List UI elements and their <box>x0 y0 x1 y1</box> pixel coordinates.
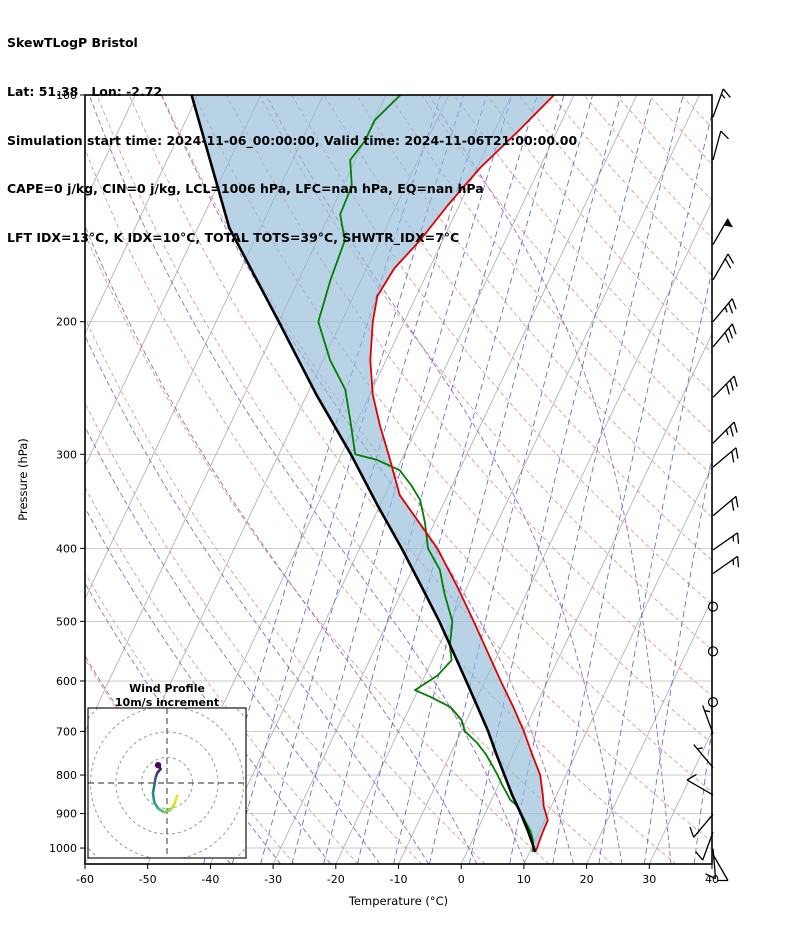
chart-location: Lat: 51.38 Lon: -2.72 <box>7 84 163 100</box>
chart-title: SkewTLogP Bristol <box>7 35 138 51</box>
parcel-curve <box>190 95 537 853</box>
y-tick-label: 800 <box>56 769 77 782</box>
hodograph-trace-segment <box>151 791 156 804</box>
x-tick-label: 30 <box>642 873 656 886</box>
chart-times: Simulation start time: 2024-11-06_00:00:… <box>7 132 578 148</box>
y-tick-label: 500 <box>56 615 77 628</box>
wind-barb <box>712 375 738 398</box>
x-axis-label: Temperature (°C) <box>348 894 448 908</box>
x-tick-label: -60 <box>76 873 94 886</box>
wind-barb <box>702 705 714 734</box>
dewpoint-curve <box>317 95 535 853</box>
chart-indices-2: LFT IDX=13°C, K IDX=10°C, TOTAL TOTS=39°… <box>7 229 460 245</box>
wind-barb <box>712 298 737 323</box>
wind-barb <box>695 831 714 861</box>
x-tick-label: -20 <box>327 873 345 886</box>
hodograph-border <box>87 707 247 859</box>
x-tick-label: 10 <box>517 873 531 886</box>
x-tick-label: 20 <box>580 873 594 886</box>
wind-barb <box>707 646 719 657</box>
x-tick-label: -10 <box>390 873 408 886</box>
wind-barb <box>707 601 719 612</box>
x-tick-label: 0 <box>458 873 465 886</box>
y-axis-label: Pressure (hPa) <box>16 438 30 521</box>
mixing-ratio-lines <box>203 95 712 864</box>
x-tick-label: -40 <box>201 873 219 886</box>
profile-curves <box>190 95 555 853</box>
y-tick-label: 300 <box>56 448 77 461</box>
wind-barb <box>705 848 717 880</box>
wind-barb <box>712 555 740 575</box>
y-tick-label: 400 <box>56 542 77 555</box>
wind-barb <box>693 744 714 769</box>
axes: -60 -50 -40 -30 -20 -10 0 10 20 30 401002003004005… <box>16 89 719 908</box>
wind-barb <box>712 495 739 517</box>
x-tick-label: -50 <box>139 873 157 886</box>
wind-barb <box>712 532 740 551</box>
y-tick-label: 600 <box>56 675 77 688</box>
wind-barb <box>712 130 729 161</box>
y-tick-label: 900 <box>56 808 77 821</box>
wind-barb <box>712 854 729 882</box>
hodograph-trace-start <box>154 761 162 769</box>
x-tick-label: -30 <box>264 873 282 886</box>
wind-barb <box>712 447 739 468</box>
wind-barbs <box>686 88 740 882</box>
wind-barb <box>712 421 738 444</box>
y-tick-label: 200 <box>56 316 77 329</box>
wind-barb <box>712 88 731 118</box>
wind-barb <box>686 773 714 796</box>
hodograph-subtitle: 10m/s increment <box>115 696 219 709</box>
temperature-curve <box>369 95 555 853</box>
y-tick-label: 700 <box>56 725 77 738</box>
wind-barb <box>712 218 733 245</box>
y-tick-label: 1000 <box>49 842 77 855</box>
hodograph-title: Wind Profile <box>129 682 205 695</box>
cin-shading <box>191 95 554 852</box>
wind-barb <box>689 813 714 838</box>
wind-barb <box>707 696 719 708</box>
chart-indices-1: CAPE=0 j/kg, CIN=0 j/kg, LCL=1006 hPa, L… <box>7 181 484 197</box>
wind-barb <box>712 323 737 348</box>
wind-barb <box>712 253 735 281</box>
hodograph-trace-segment <box>173 794 179 805</box>
y-tick-label: 100 <box>56 89 77 102</box>
chart-header: SkewTLogP Bristol Lat: 51.38 Lon: -2.72 … <box>7 3 577 262</box>
